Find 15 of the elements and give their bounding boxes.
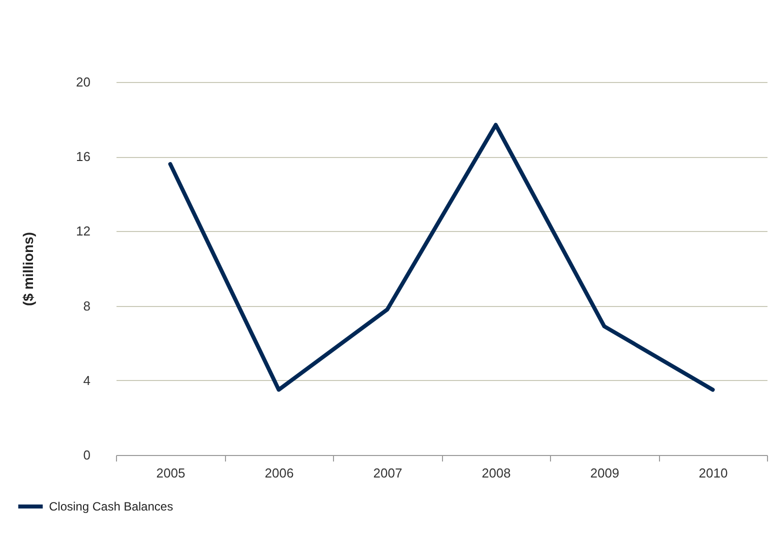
- x-tick-label: 2005: [156, 466, 186, 480]
- y-tick-label: 0: [83, 448, 90, 462]
- y-tick-label: 20: [76, 74, 90, 90]
- x-tick-label: 2007: [373, 466, 402, 480]
- x-tick-label: 2008: [482, 466, 511, 480]
- y-tick-label: 8: [83, 298, 90, 314]
- line-series: [168, 122, 715, 392]
- x-tick-label: 2010: [698, 466, 728, 480]
- y-tick-label: 16: [76, 149, 90, 164]
- y-tick-label: 4: [83, 372, 90, 388]
- y-tick-label: 12: [76, 224, 90, 239]
- x-tick-label: 2006: [264, 466, 294, 480]
- y-axis-title: ($ millions): [20, 232, 36, 306]
- legend-label: Closing Cash Balances: [49, 500, 174, 514]
- x-tick-label: 2009: [590, 466, 620, 480]
